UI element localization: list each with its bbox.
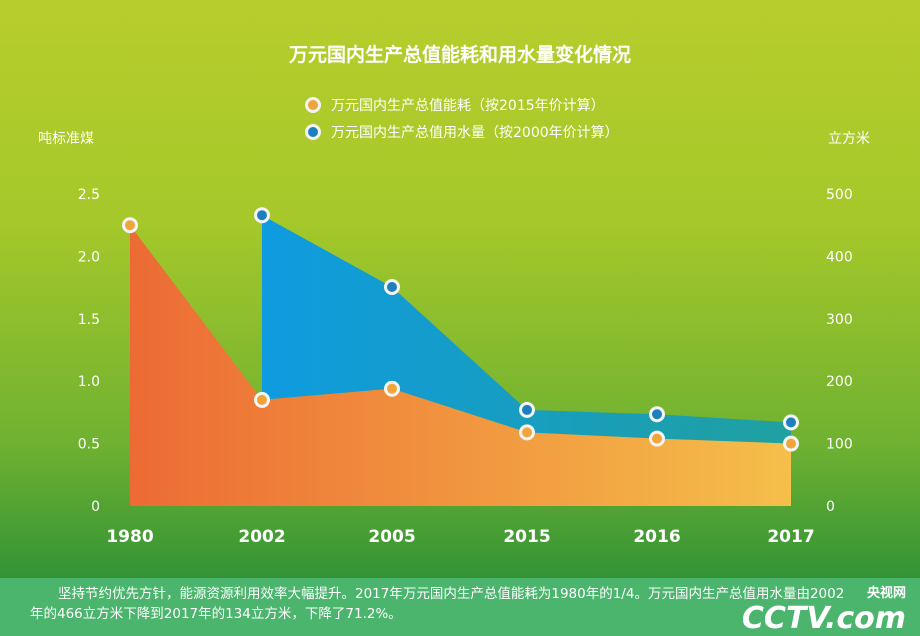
legend-dot-energy (305, 97, 321, 113)
water-point (387, 281, 397, 292)
x-tick-label: 2015 (503, 527, 550, 547)
left-axis-label: 吨标准煤 (38, 131, 94, 147)
legend-label: 万元国内生产总值能耗（按2015年价计算） (331, 98, 605, 114)
x-tick-label: 2016 (633, 527, 680, 547)
legend-dot-water (305, 124, 321, 140)
right-tick-label: 200 (826, 374, 853, 390)
legend-energy: 万元国内生产总值能耗（按2015年价计算） (305, 95, 605, 115)
left-tick-label: 0 (91, 499, 100, 515)
left-tick-label: 1.0 (78, 374, 100, 390)
water-point (522, 404, 532, 415)
x-tick-label: 2005 (368, 527, 415, 547)
energy-point (125, 220, 135, 231)
left-tick-label: 2.0 (78, 249, 100, 265)
right-axis-label: 立方米 (828, 131, 870, 147)
right-tick-label: 400 (826, 249, 853, 265)
left-tick-label: 0.5 (78, 437, 100, 453)
energy-area (130, 225, 791, 506)
water-point (786, 417, 796, 428)
left-tick-label: 2.5 (78, 187, 100, 203)
x-tick-label: 2017 (767, 527, 814, 547)
x-tick-label: 2002 (238, 527, 285, 547)
right-tick-label: 0 (826, 499, 835, 515)
right-tick-label: 500 (826, 187, 853, 203)
legend-water: 万元国内生产总值用水量（按2000年价计算） (305, 122, 619, 142)
energy-point (387, 383, 397, 394)
plot-area: 0 0.5 1.0 1.5 2.0 2.5 0 100 200 300 400 500 1980 2002… (78, 187, 853, 547)
chart-title: 万元国内生产总值能耗和用水量变化情况 (288, 44, 631, 66)
energy-point (522, 427, 532, 438)
right-tick-label: 300 (826, 312, 853, 328)
left-tick-label: 1.5 (78, 312, 100, 328)
energy-point (786, 438, 796, 449)
footer: 坚持节约优先方针，能源资源利用效率大幅提升。2017年万元国内生产总值能耗为19… (0, 578, 920, 636)
water-point (652, 409, 662, 420)
legend-label: 万元国内生产总值用水量（按2000年价计算） (331, 125, 619, 141)
energy-point (652, 433, 662, 444)
footer-text: 坚持节约优先方针，能源资源利用效率大幅提升。2017年万元国内生产总值能耗为19… (30, 586, 845, 622)
energy-point (257, 394, 267, 405)
right-tick-label: 100 (826, 437, 853, 453)
x-tick-label: 1980 (106, 527, 153, 547)
water-point (257, 210, 267, 221)
cctv-logo: 央视网 CCTV.com (741, 586, 906, 636)
